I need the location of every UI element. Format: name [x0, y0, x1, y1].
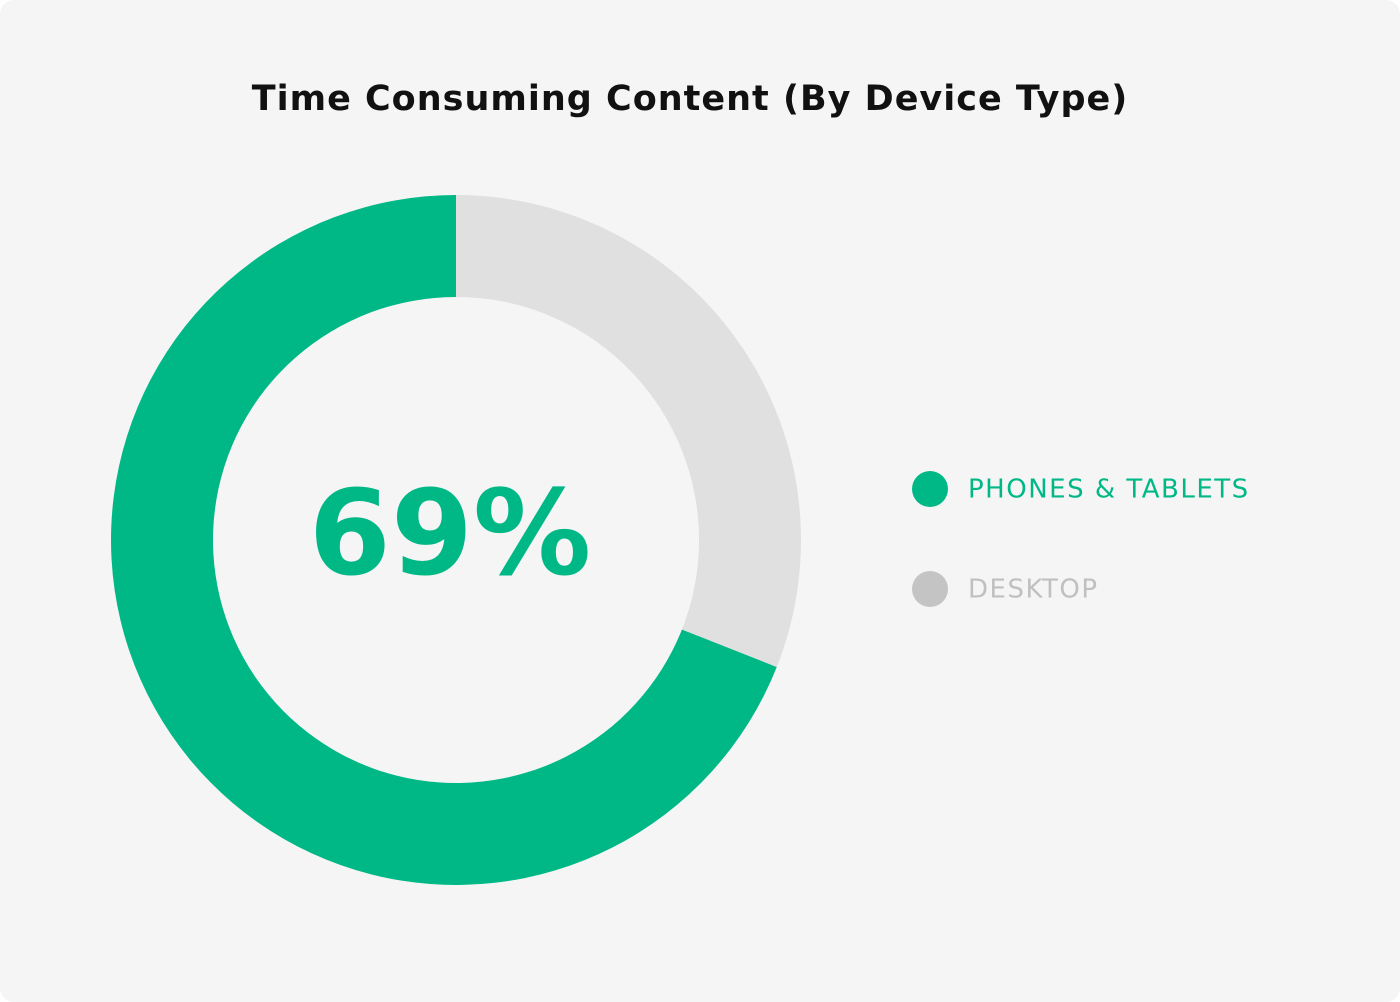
legend-label: DESKTOP — [968, 575, 1099, 605]
legend-label: PHONES & TABLETS — [968, 475, 1250, 505]
center-value-label: 69% — [309, 464, 591, 602]
chart-title: Time Consuming Content (By Device Type) — [252, 79, 1129, 119]
donut-slice — [111, 195, 777, 885]
legend-marker — [912, 471, 948, 507]
legend-marker — [912, 571, 948, 607]
donut-slice — [456, 195, 801, 668]
